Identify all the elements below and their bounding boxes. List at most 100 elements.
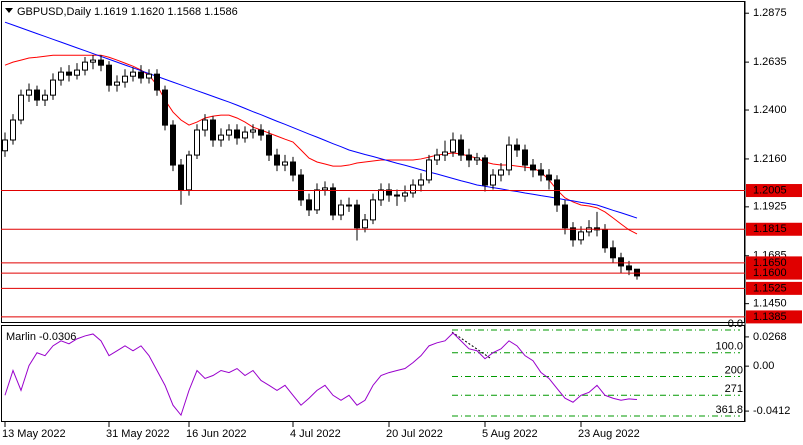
candle-body (66, 71, 72, 76)
candle-body (258, 129, 264, 136)
candle-body (290, 161, 296, 176)
candle-body (618, 257, 624, 267)
candle-body (466, 154, 472, 161)
candle-body (322, 187, 328, 191)
y-tick-label: 1.1925 (753, 201, 787, 213)
candle-body (266, 134, 272, 156)
candle-body (170, 124, 176, 166)
y-tick-label: 1.2160 (753, 153, 787, 165)
candle-body (410, 184, 416, 194)
candle-body (354, 204, 360, 229)
candle-body (610, 247, 616, 259)
candle-body (202, 119, 208, 131)
candle-body (130, 71, 136, 77)
candle-body (90, 59, 96, 63)
candle-body (490, 174, 496, 186)
candle-body (10, 119, 16, 141)
moving-average (4, 21, 638, 219)
y-tick-label: 0.0268 (753, 331, 787, 343)
level-label: 1.1815 (753, 223, 787, 235)
candle-body (474, 157, 480, 161)
candle-body (586, 227, 592, 233)
level-label: 1.1600 (753, 267, 787, 279)
candle-body (338, 204, 344, 216)
candle-body (194, 129, 200, 156)
level-label-box (746, 310, 802, 324)
x-tick-label: 13 May 2022 (2, 428, 66, 440)
candle-body (106, 64, 112, 86)
candle-body (162, 89, 168, 126)
candle-body (234, 129, 240, 139)
candle-body (362, 219, 368, 229)
candle-body (346, 204, 352, 207)
candle-body (74, 69, 80, 76)
candle-body (386, 189, 392, 196)
candle-body (314, 189, 320, 211)
y-tick-label: 1.2875 (753, 7, 787, 19)
candle-body (34, 89, 40, 101)
indicator-title: Marlin -0.0306 (6, 331, 76, 343)
candle-body (538, 169, 544, 176)
candle-body (18, 94, 24, 121)
candle-body (634, 268, 640, 277)
fib-label: 100.0 (715, 341, 743, 353)
x-tick-label: 4 Jul 2022 (290, 428, 341, 440)
candle-body (2, 139, 8, 152)
candle-body (122, 75, 128, 83)
candle-body (218, 134, 224, 141)
candle-body (50, 79, 56, 96)
x-tick-label: 16 Jun 2022 (186, 428, 247, 440)
candle-body (554, 179, 560, 206)
candle-body (434, 154, 440, 161)
fib-label: 361.8 (715, 404, 743, 416)
candle-body (378, 189, 384, 201)
menu-arrow (5, 8, 13, 13)
y-tick-label: 1.2400 (753, 104, 787, 116)
chart-title: GBPUSD,Daily 1.1619 1.1620 1.1568 1.1586 (17, 6, 238, 18)
x-tick-label: 31 May 2022 (106, 428, 170, 440)
candle-body (82, 61, 88, 71)
level-label-box (746, 266, 802, 280)
candle-body (458, 139, 464, 156)
candle-body (570, 227, 576, 241)
candle-body (330, 187, 336, 216)
level-label: 1.1525 (753, 282, 787, 294)
level-label-box (746, 281, 802, 295)
candle-body (482, 157, 488, 186)
candle-body (282, 161, 288, 166)
candle-body (402, 192, 408, 197)
level-label: 1.1650 (753, 257, 787, 269)
candle-body (426, 159, 432, 181)
candle-body (114, 81, 120, 86)
candle-body (578, 231, 584, 241)
level-label-box (746, 256, 802, 270)
x-tick-label: 20 Jul 2022 (386, 428, 443, 440)
candle-body (370, 199, 376, 221)
candle-body (178, 164, 184, 191)
candle-body (58, 71, 64, 81)
candle-body (138, 71, 144, 79)
y-tick-label: 1.2635 (753, 56, 787, 68)
candle-body (522, 149, 528, 166)
oscillator-line (4, 332, 638, 417)
level-label: 1.1385 (753, 311, 787, 323)
x-tick-label: 5 Aug 2022 (482, 428, 538, 440)
candle-body (602, 229, 608, 249)
candle-body (186, 154, 192, 191)
candle-body (26, 89, 32, 96)
candle-body (154, 73, 160, 91)
candle-body (210, 119, 216, 141)
candle-body (442, 151, 448, 156)
candle-body (98, 59, 104, 66)
candle-body (450, 139, 456, 153)
candle-body (506, 144, 512, 171)
candle-body (42, 94, 48, 101)
candle-body (306, 199, 312, 211)
level-label-box (746, 222, 802, 236)
candle-body (562, 204, 568, 229)
candle-body (514, 144, 520, 151)
candle-body (626, 265, 632, 271)
candle-body (146, 73, 152, 79)
